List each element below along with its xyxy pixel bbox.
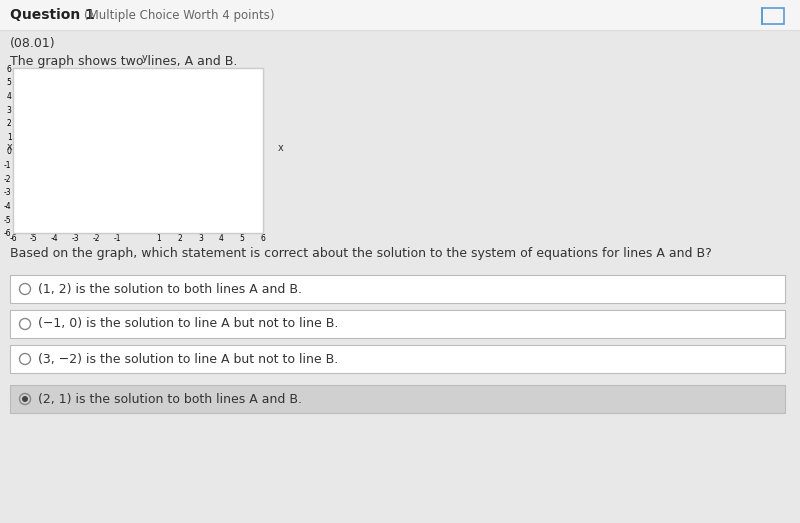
Text: (3, −2) is the solution to line A but not to line B.: (3, −2) is the solution to line A but no… <box>38 353 338 366</box>
Text: (−1, 0) is the solution to line A but not to line B.: (−1, 0) is the solution to line A but no… <box>38 317 338 331</box>
Text: Question 1: Question 1 <box>10 8 95 22</box>
Text: x: x <box>278 143 283 153</box>
Circle shape <box>22 396 28 402</box>
Bar <box>10 275 785 303</box>
Text: (Multiple Choice Worth 4 points): (Multiple Choice Worth 4 points) <box>84 8 274 21</box>
Bar <box>13 68 263 233</box>
Text: A: A <box>227 81 235 90</box>
Bar <box>10 385 785 413</box>
Text: The graph shows two lines, A and B.: The graph shows two lines, A and B. <box>10 55 238 69</box>
Text: (1, 2) is the solution to both lines A and B.: (1, 2) is the solution to both lines A a… <box>38 282 302 295</box>
Text: B: B <box>180 202 187 212</box>
Text: x: x <box>6 142 13 152</box>
Bar <box>10 345 785 373</box>
Bar <box>762 8 784 24</box>
Text: Based on the graph, which statement is correct about the solution to the system : Based on the graph, which statement is c… <box>10 247 712 260</box>
Bar <box>0 0 800 30</box>
Text: (2, 1) is the solution to both lines A and B.: (2, 1) is the solution to both lines A a… <box>38 392 302 405</box>
Text: y: y <box>142 53 148 63</box>
Text: (08.01): (08.01) <box>10 38 56 51</box>
Bar <box>10 310 785 338</box>
